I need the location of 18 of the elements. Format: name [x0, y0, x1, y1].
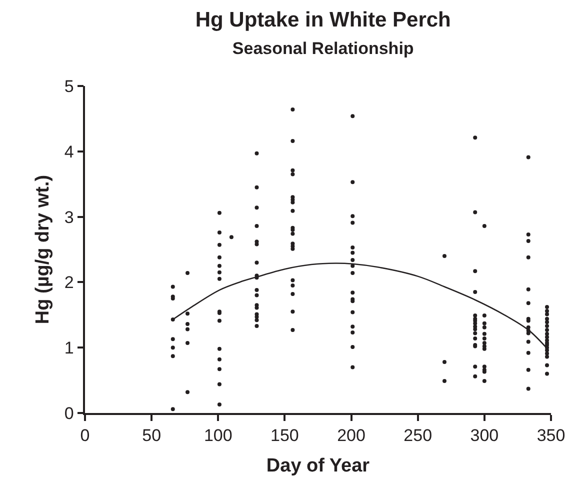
- x-tick-label: 100: [204, 426, 232, 446]
- x-tick-label: 200: [337, 426, 366, 446]
- y-tick-label: 5: [64, 76, 74, 96]
- x-tick-label: 50: [142, 426, 162, 446]
- chart-title: Hg Uptake in White Perch: [195, 8, 451, 32]
- x-axis-title: Day of Year: [266, 455, 370, 476]
- y-tick-label: 2: [64, 273, 74, 292]
- y-tick-label: 3: [64, 208, 74, 227]
- y-tick-label: 4: [64, 142, 74, 162]
- x-tick-label: 150: [270, 426, 299, 446]
- chart-subtitle: Seasonal Relationship: [232, 38, 414, 58]
- x-tick-label: 300: [470, 426, 499, 446]
- y-tick-label: 0: [64, 404, 74, 423]
- y-axis-title: Hg (µg/g dry wt.): [32, 174, 54, 324]
- x-tick-label: 350: [536, 426, 566, 446]
- x-tick-label: 250: [404, 426, 432, 446]
- y-tick-label: 1: [64, 338, 74, 358]
- x-tick-label: 0: [80, 426, 90, 446]
